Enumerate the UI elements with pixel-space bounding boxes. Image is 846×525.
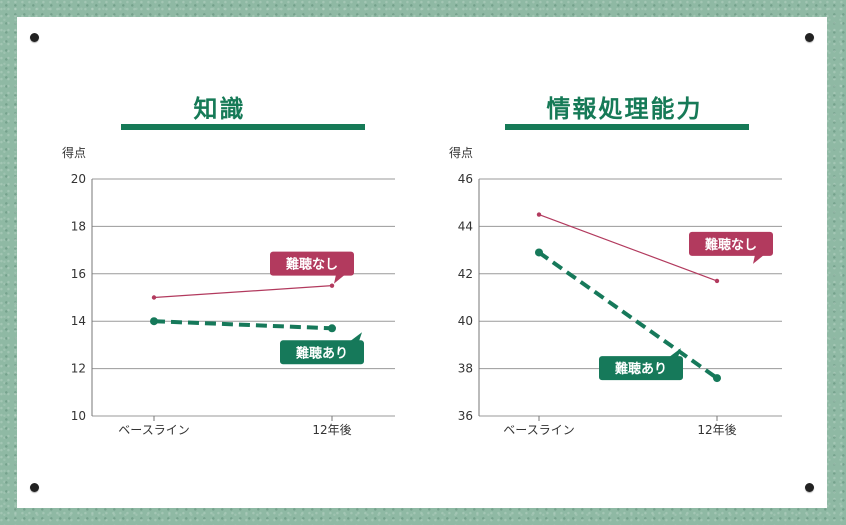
x-tick-label: ベースライン <box>118 423 189 437</box>
legend-label-no-hearing-loss: 難聴なし <box>286 257 338 273</box>
legend-tag-pointer <box>334 274 345 284</box>
y-tick-label: 16 <box>71 267 86 281</box>
chart-panel-processing: 情報処理能力 得点 36 38 40 42 44 46 ベースライン 12年後 難聴なし難聴あり <box>422 17 827 508</box>
series-line-hearing-loss <box>537 250 719 380</box>
pin-top-right <box>805 33 814 42</box>
y-tick-label: 18 <box>71 219 86 233</box>
data-point-no-hearing-loss <box>329 283 335 288</box>
legend-tag-no-hearing-loss <box>689 231 773 256</box>
series-line-no-hearing-loss <box>538 213 718 282</box>
y-tick-label: 40 <box>458 314 473 328</box>
chart-board: 知識 得点 10 12 14 16 18 20 ベースライン 12年後 難聴なし難聴あり 情報処理… <box>17 17 827 508</box>
title-underline-processing <box>505 124 749 130</box>
pin-bottom-right <box>805 483 814 492</box>
y-tick-label: 36 <box>458 409 473 423</box>
legend-tag-hearing-loss <box>280 340 364 365</box>
data-point-no-hearing-loss <box>151 295 157 300</box>
y-tick-label: 14 <box>71 314 86 328</box>
x-tick-label: 12年後 <box>697 423 736 437</box>
pin-top-left <box>30 33 39 42</box>
x-tick-label: ベースライン <box>503 423 574 437</box>
data-point-hearing-loss <box>713 374 721 383</box>
data-point-hearing-loss <box>150 317 158 326</box>
chart-panel-knowledge: 知識 得点 10 12 14 16 18 20 ベースライン 12年後 難聴なし難聴あり <box>17 17 422 508</box>
y-tick-label: 10 <box>71 409 86 423</box>
legend-label-hearing-loss: 難聴あり <box>615 361 667 377</box>
series-line-no-hearing-loss <box>153 285 333 299</box>
chart-title-knowledge: 知識 <box>193 95 246 123</box>
chart-title-processing: 情報処理能力 <box>546 95 703 123</box>
y-tick-label: 20 <box>71 172 86 186</box>
legend-label-no-hearing-loss: 難聴なし <box>705 237 757 253</box>
y-tick-label: 38 <box>458 362 473 376</box>
legend-tag-no-hearing-loss <box>270 251 354 276</box>
pin-bottom-left <box>30 483 39 492</box>
legend-label-hearing-loss: 難聴あり <box>296 345 348 361</box>
data-point-no-hearing-loss <box>714 278 720 284</box>
series-line-hearing-loss <box>153 319 333 331</box>
y-tick-label: 46 <box>458 172 473 186</box>
title-underline-knowledge <box>121 124 365 130</box>
y-axis-label: 得点 <box>449 145 473 160</box>
legend-tag-pointer <box>669 348 681 358</box>
legend-tag-pointer <box>753 254 764 264</box>
y-tick-label: 42 <box>458 267 473 281</box>
data-point-hearing-loss <box>535 248 543 257</box>
x-tick-label: 12年後 <box>312 423 351 437</box>
legend-tag-hearing-loss <box>599 356 683 381</box>
data-point-hearing-loss <box>328 324 336 333</box>
y-axis-label: 得点 <box>62 145 86 160</box>
y-tick-label: 12 <box>71 362 86 376</box>
data-point-no-hearing-loss <box>536 212 542 217</box>
y-tick-label: 44 <box>458 219 473 233</box>
legend-tag-pointer <box>350 332 362 342</box>
